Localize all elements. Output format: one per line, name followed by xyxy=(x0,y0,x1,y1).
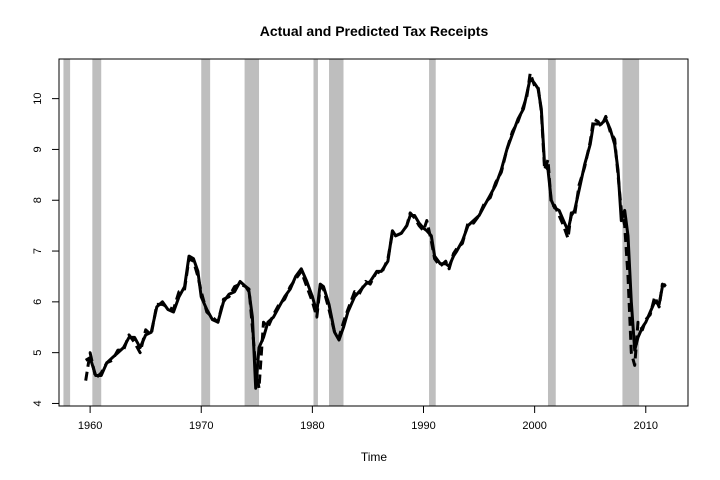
x-tick-label: 1970 xyxy=(189,420,213,432)
shaded-period-2 xyxy=(201,59,211,406)
x-tick-label: 1960 xyxy=(78,420,102,432)
y-tick-label: 5 xyxy=(32,350,44,356)
shaded-period-1 xyxy=(92,59,102,406)
solid-series-line xyxy=(84,76,667,390)
shaded-period-7 xyxy=(547,59,556,406)
shaded-periods xyxy=(63,59,640,406)
y-tick-label: 8 xyxy=(32,197,44,203)
dashed-series-line xyxy=(84,71,667,390)
x-tick-label: 2000 xyxy=(522,420,546,432)
x-axis-label: Time xyxy=(361,450,388,464)
y-axis: 4 5 6 7 8 9 10 xyxy=(32,93,60,407)
shaded-period-6 xyxy=(429,59,436,406)
x-tick-label: 2010 xyxy=(634,420,658,432)
plot-frame xyxy=(58,58,689,407)
series-lines xyxy=(84,71,667,390)
shaded-period-3 xyxy=(244,59,260,406)
y-tick-label: 4 xyxy=(32,400,44,406)
y-tick-label: 10 xyxy=(32,93,44,105)
y-tick-label: 6 xyxy=(32,299,44,305)
shaded-period-4 xyxy=(313,59,318,406)
shaded-period-8 xyxy=(622,59,640,406)
shaded-period-5 xyxy=(329,59,344,406)
x-tick-label: 1980 xyxy=(300,420,324,432)
x-axis: 1960 1970 1980 1990 2000 2010 xyxy=(78,405,658,432)
y-tick-label: 7 xyxy=(32,248,44,254)
y-tick-label: 9 xyxy=(32,146,44,152)
chart-title: Actual and Predicted Tax Receipts xyxy=(260,23,489,39)
shaded-period-0 xyxy=(63,59,71,406)
x-tick-label: 1990 xyxy=(411,420,435,432)
